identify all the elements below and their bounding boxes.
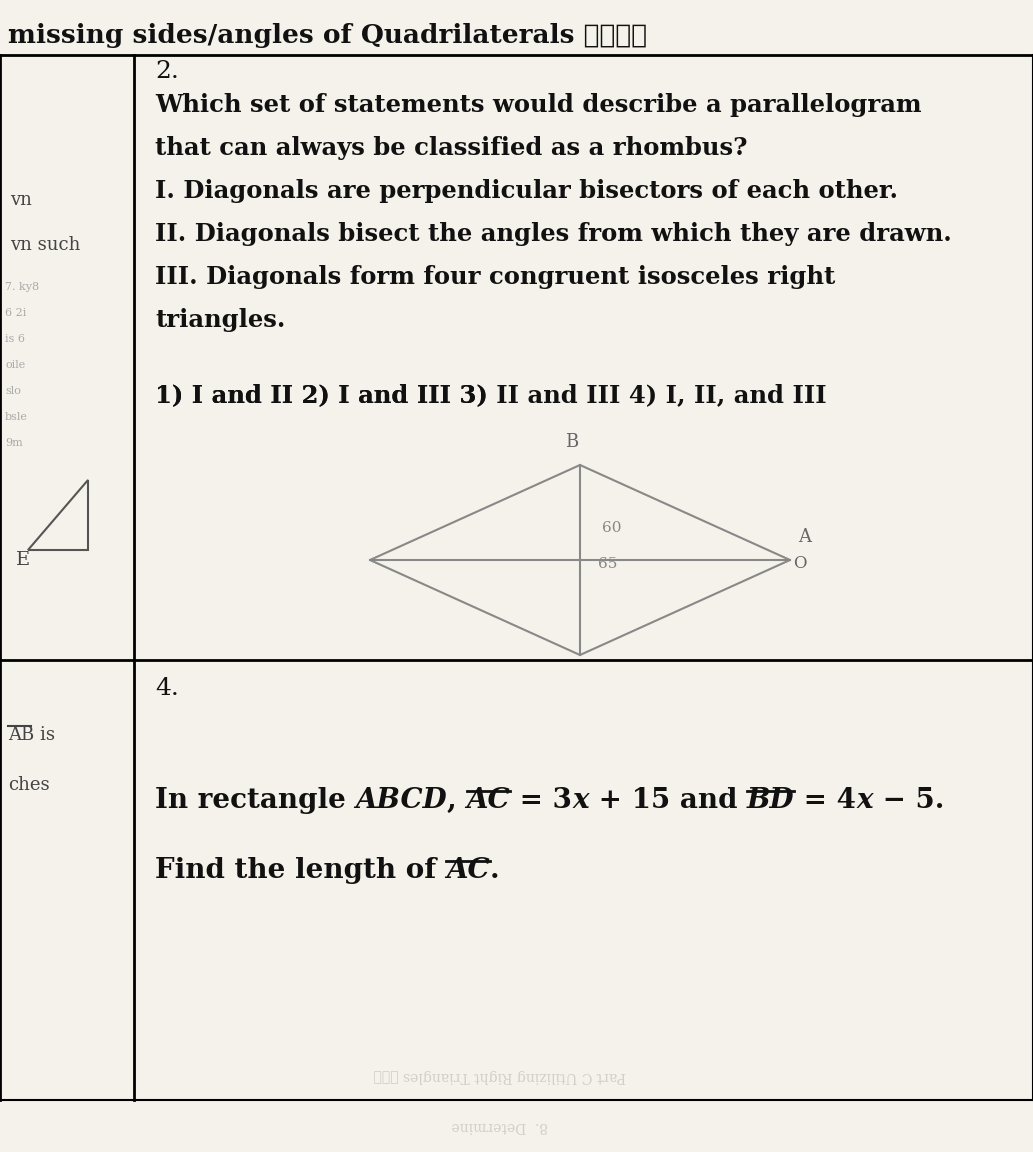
Text: x: x <box>572 787 589 814</box>
Text: In rectangle: In rectangle <box>155 787 355 814</box>
Text: x: x <box>856 787 873 814</box>
Text: that can always be classified as a rhombus?: that can always be classified as a rhomb… <box>155 136 748 160</box>
Text: AC: AC <box>446 857 490 884</box>
Text: I. Diagonals are perpendicular bisectors of each other.: I. Diagonals are perpendicular bisectors… <box>155 179 898 203</box>
Text: 65: 65 <box>598 558 618 571</box>
Text: vn such: vn such <box>10 236 81 253</box>
Text: Which set of statements would describe a parallelogram: Which set of statements would describe a… <box>155 93 921 118</box>
Text: 7. ky8: 7. ky8 <box>5 282 39 291</box>
Text: BD: BD <box>747 787 794 814</box>
Text: AB is: AB is <box>8 726 55 744</box>
Text: II. Diagonals bisect the angles from which they are drawn.: II. Diagonals bisect the angles from whi… <box>155 222 951 247</box>
Text: bsle: bsle <box>5 412 28 422</box>
Text: missing sides/angles of Quadrilaterals ★★☆☆: missing sides/angles of Quadrilaterals ★… <box>8 23 647 48</box>
Text: ABCD: ABCD <box>355 787 447 814</box>
Text: 1) I and II 2) I and III 3): 1) I and II 2) I and III 3) <box>155 382 496 407</box>
Text: 8.  Determine: 8. Determine <box>451 1119 549 1134</box>
Text: O: O <box>793 555 807 573</box>
Text: + 15 and: + 15 and <box>589 787 747 814</box>
Text: ,: , <box>447 787 467 814</box>
Text: Part C Utilizing Right Triangles ★★★: Part C Utilizing Right Triangles ★★★ <box>374 1069 626 1083</box>
Text: III. Diagonals form four congruent isosceles right: III. Diagonals form four congruent isosc… <box>155 265 836 289</box>
Text: = 4: = 4 <box>794 787 856 814</box>
Text: − 5.: − 5. <box>873 787 944 814</box>
Text: triangles.: triangles. <box>155 308 285 332</box>
Text: E: E <box>15 551 30 569</box>
Text: vn: vn <box>10 191 32 209</box>
Text: slo: slo <box>5 386 21 396</box>
Text: 60: 60 <box>602 521 622 535</box>
Text: AC: AC <box>467 787 510 814</box>
Text: is 6: is 6 <box>5 334 25 344</box>
Text: 6 2i: 6 2i <box>5 308 27 318</box>
Text: .: . <box>490 857 499 884</box>
Text: 1) I and II 2) I and III 3) II and III 4) I, II, and III: 1) I and II 2) I and III 3) II and III 4… <box>155 382 826 407</box>
Text: A: A <box>799 528 811 546</box>
Text: B: B <box>565 433 578 450</box>
Text: 9m: 9m <box>5 438 23 448</box>
Text: = 3: = 3 <box>510 787 572 814</box>
Text: ches: ches <box>8 776 50 794</box>
Text: 4.: 4. <box>155 677 179 700</box>
Text: oile: oile <box>5 359 25 370</box>
Text: Find the length of: Find the length of <box>155 857 446 884</box>
Text: 2.: 2. <box>155 60 179 83</box>
